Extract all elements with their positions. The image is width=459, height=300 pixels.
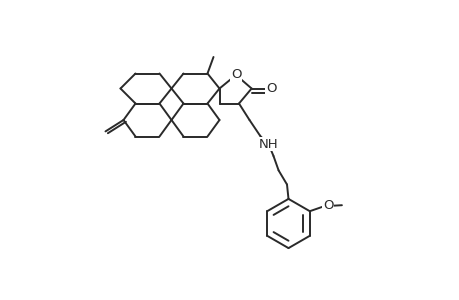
Text: O: O — [323, 199, 333, 212]
Text: O: O — [230, 68, 241, 82]
Text: O: O — [266, 82, 276, 95]
Text: NH: NH — [258, 137, 278, 151]
